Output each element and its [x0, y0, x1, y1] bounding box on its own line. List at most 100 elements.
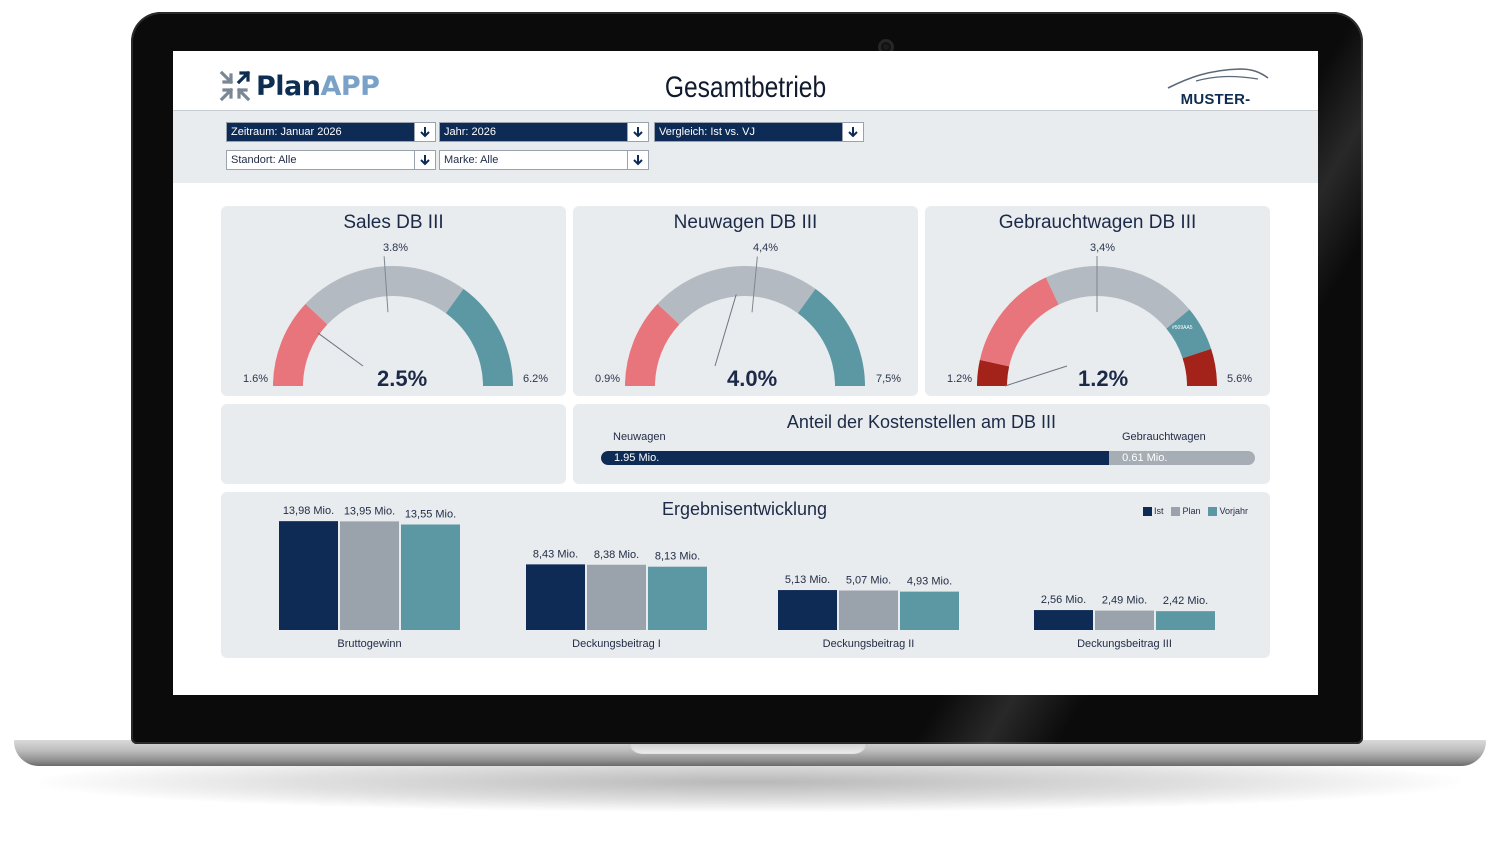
gauge-title: Sales DB III: [343, 212, 444, 233]
gauge-value: 2.5%: [377, 366, 428, 391]
arrow-down-icon[interactable]: [414, 123, 435, 141]
gauge-max-label: 5.6%: [1227, 373, 1253, 385]
jahr-label: Jahr: 2026: [444, 126, 496, 138]
category-label: Deckungsbeitrag III: [1077, 638, 1172, 650]
category-label: Bruttogewinn: [337, 638, 401, 650]
logo-text-plan: Plan: [256, 70, 321, 102]
bar-value-label: 8,38 Mio.: [594, 549, 639, 561]
bar-ist: [279, 521, 338, 630]
vergleich-label: Vergleich: Ist vs. VJ: [659, 126, 755, 138]
logo-text-app: APP: [320, 70, 380, 102]
gauge-segment-low: [979, 277, 1059, 367]
bar-plan: [340, 521, 399, 630]
zeitraum-label: Zeitraum: Januar 2026: [231, 126, 342, 138]
gauge-needle: [714, 294, 737, 367]
chart-legend: Ist Plan Vorjahr: [1142, 506, 1248, 516]
share-right-value: 0.61 Mio.: [1122, 452, 1168, 464]
gauge-chart: [273, 256, 513, 386]
gauge-panel-gebrauchtwagen: Gebrauchtwagen DB III 3,4% 1.2% 5.6% 1.2…: [925, 206, 1270, 396]
planapp-logo-icon: [219, 70, 251, 102]
standort-label: Standort: Alle: [231, 154, 297, 166]
share-left-label: Neuwagen: [613, 431, 666, 443]
gauge-segment-critical-low: [977, 359, 1010, 386]
bar-plan: [587, 564, 646, 630]
gauge-min-label: 1.6%: [243, 373, 269, 385]
gauge-chart: [977, 256, 1217, 387]
brand-logo: MUSTER-AUTOHAUS: [1148, 64, 1283, 125]
bar-value-label: 13,95 Mio.: [344, 505, 395, 517]
bar-value-label: 13,98 Mio.: [283, 505, 334, 517]
gauge-title: Neuwagen DB III: [673, 212, 818, 233]
bar-vorjahr: [900, 591, 959, 630]
gauge-segment-color-label: #509AA5: [1172, 325, 1193, 331]
gauge-max-label: 7,5%: [876, 373, 902, 385]
planapp-logo[interactable]: Plan APP: [219, 70, 380, 102]
gauge-title: Gebrauchtwagen DB III: [998, 212, 1197, 233]
legend-label: Ist: [1153, 506, 1164, 516]
gauge-needle: [317, 332, 364, 367]
legend-swatch: [1171, 506, 1181, 516]
chart-title: Ergebnisentwicklung: [661, 499, 828, 519]
bar-ist: [526, 564, 585, 630]
gauge-min-label: 0.9%: [595, 373, 621, 385]
gauge-segment-high: [797, 288, 865, 386]
gauge-value: 4.0%: [727, 366, 778, 391]
legend-item-plan: Plan: [1171, 506, 1200, 516]
bar-vorjahr: [648, 566, 707, 630]
gauge-max-label: 6.2%: [523, 373, 549, 385]
arrow-down-icon[interactable]: [842, 123, 863, 141]
bar-vorjahr: [1156, 611, 1215, 630]
arrow-down-icon[interactable]: [627, 151, 648, 169]
legend-swatch: [1142, 506, 1152, 516]
standort-dropdown[interactable]: Standort: Alle: [226, 150, 436, 170]
bar-value-label: 5,07 Mio.: [846, 575, 891, 587]
bar-ist: [1034, 610, 1093, 630]
filter-bar: Zeitraum: Januar 2026 Jahr: 2026 Verglei…: [173, 111, 1318, 183]
category-label: Deckungsbeitrag I: [572, 638, 661, 650]
bar-value-label: 2,42 Mio.: [1163, 595, 1208, 607]
gauge-needle: [1004, 365, 1068, 387]
bar-plan: [1095, 610, 1154, 630]
gauge-segment-critical-high: [1182, 348, 1217, 386]
bar-chart: 13,98 Mio. 13,95 Mio. 13,55 Mio. Bruttogewi…: [279, 505, 1215, 650]
bar-plan: [839, 590, 898, 630]
gauge-panel-neuwagen: Neuwagen DB III 4,4% 0.9% 7,5% 4.0%: [573, 206, 918, 396]
zeitraum-dropdown[interactable]: Zeitraum: Januar 2026: [226, 122, 436, 142]
share-title: Anteil der Kostenstellen am DB III: [786, 412, 1057, 432]
gauge-target-marker: [751, 256, 758, 313]
marke-dropdown[interactable]: Marke: Alle: [439, 150, 649, 170]
jahr-dropdown[interactable]: Jahr: 2026: [439, 122, 649, 142]
arrow-down-icon[interactable]: [627, 123, 648, 141]
arrow-down-icon[interactable]: [414, 151, 435, 169]
gauge-target-label: 3,4%: [1090, 242, 1116, 254]
legend-swatch: [1208, 506, 1218, 516]
share-bar-neuwagen: [601, 451, 1110, 465]
gauge-panel-sales: Sales DB III 3.8% 1.6% 6.2% 2.5%: [221, 206, 566, 396]
marke-label: Marke: Alle: [444, 154, 499, 166]
gauge-chart: [625, 256, 865, 386]
empty-panel: [221, 404, 566, 484]
legend-item-vorjahr: Vorjahr: [1208, 506, 1248, 516]
bar-value-label: 8,43 Mio.: [533, 548, 578, 560]
page-title: Gesamtbetrieb: [664, 71, 827, 104]
car-silhouette-icon: [1167, 68, 1269, 89]
gauge-segment-high: [445, 288, 513, 386]
legend-label: Plan: [1182, 506, 1201, 516]
gauge-target-label: 3.8%: [383, 242, 409, 254]
legend-label: Vorjahr: [1219, 506, 1248, 516]
gauge-segment-low: [625, 303, 680, 386]
legend-item-ist: Ist: [1142, 506, 1164, 516]
bar-value-label: 4,93 Mio.: [907, 576, 952, 588]
bar-value-label: 8,13 Mio.: [655, 551, 700, 563]
bar-value-label: 13,55 Mio.: [405, 509, 456, 521]
gauge-min-label: 1.2%: [947, 373, 973, 385]
share-right-label: Gebrauchtwagen: [1122, 431, 1206, 443]
bar-value-label: 2,56 Mio.: [1041, 594, 1086, 606]
category-label: Deckungsbeitrag II: [823, 638, 915, 650]
gauge-segment-mid: [305, 266, 464, 325]
share-bar: 1.95 Mio. 0.61 Mio.: [601, 451, 1255, 465]
share-panel: Anteil der Kostenstellen am DB III Neuwa…: [573, 404, 1270, 484]
vergleich-dropdown[interactable]: Vergleich: Ist vs. VJ: [654, 122, 864, 142]
